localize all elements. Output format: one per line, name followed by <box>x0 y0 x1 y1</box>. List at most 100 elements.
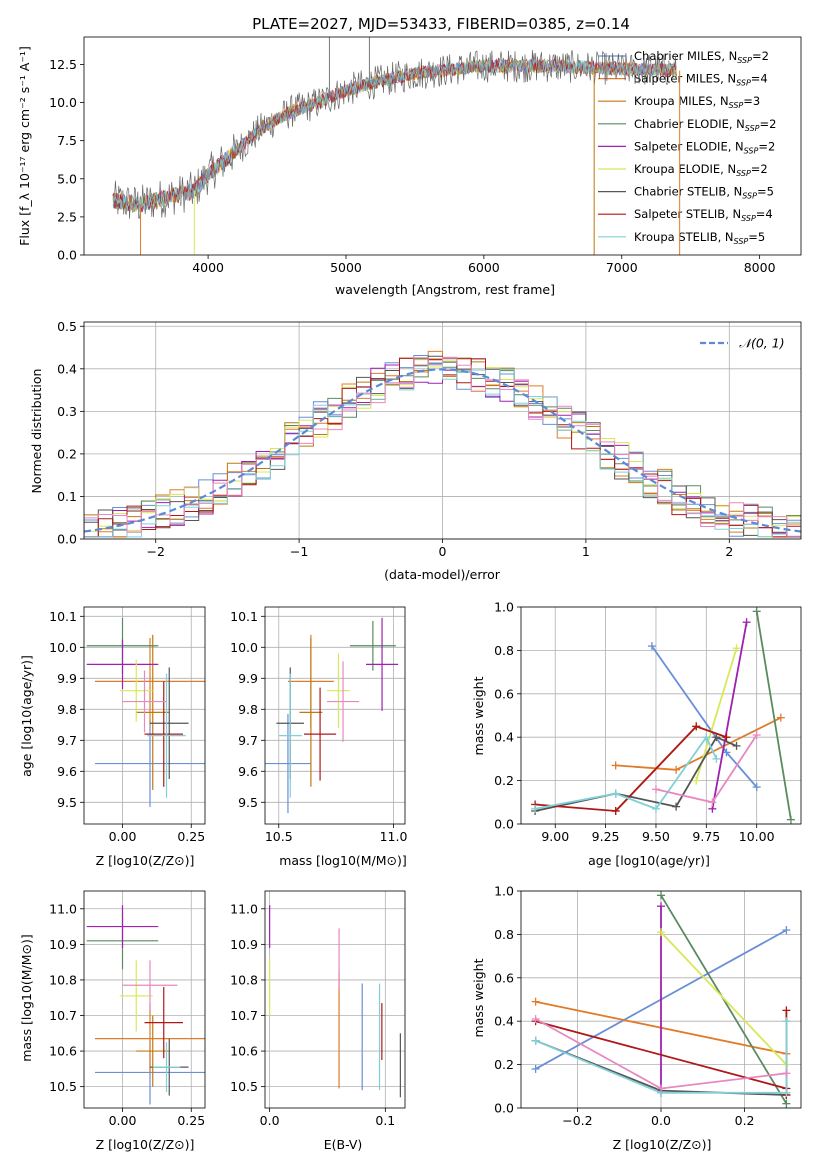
y-tick-label: 10.8 <box>49 972 77 987</box>
weight-z-lines <box>531 891 791 1108</box>
y-tick-label: 9.9 <box>57 671 77 686</box>
y-tick-label: 10.6 <box>230 1044 258 1059</box>
x-tick-label: 0.00 <box>109 829 137 844</box>
x-tick-label: 5000 <box>330 260 362 275</box>
histogram-legend: 𝒩(0, 1) <box>700 336 785 351</box>
x-tick-label: 9.75 <box>692 829 720 844</box>
hist-xlabel: (data-model)/error <box>384 567 501 582</box>
mass-ebv-panel: E(B-V) <box>324 1137 363 1152</box>
legend-subscript: SSP <box>729 101 744 110</box>
legend-subscript: SSP <box>744 146 759 155</box>
y-tick-label: 9.8 <box>57 702 77 717</box>
x-tick-label: 6000 <box>468 260 500 275</box>
x-tick-label: 0.0 <box>260 1113 280 1128</box>
age-mass-frame <box>264 606 406 825</box>
weight-line <box>755 611 792 820</box>
y-tick-label: 10.5 <box>49 1079 77 1094</box>
y-tick-label: 12.5 <box>49 57 77 72</box>
hist-frame <box>83 321 802 540</box>
legend-label: Kroupa ELODIE, NSSP=2 <box>634 162 768 178</box>
legend-value: =4 <box>751 72 768 86</box>
y-tick-label: 7.5 <box>57 133 77 148</box>
y-tick-label: 0.4 <box>494 730 514 745</box>
y-tick-label: 9.7 <box>238 733 258 748</box>
legend-subscript: SSP <box>742 192 757 201</box>
hist-steps <box>84 350 801 538</box>
y-tick-label: 5.0 <box>57 171 77 186</box>
weight-line <box>535 725 727 812</box>
legend-subscript: SSP <box>736 169 751 178</box>
y-tick-label: 0.6 <box>494 686 514 701</box>
massebv-xlabel: E(B-V) <box>324 1137 363 1152</box>
y-tick-label: 10.0 <box>230 640 258 655</box>
weight-age-panel: age [log10(age/yr)] mass weight <box>471 676 710 868</box>
legend-value: =2 <box>752 49 769 63</box>
x-tick-label: 0.0 <box>651 1113 671 1128</box>
weight-line <box>711 622 748 809</box>
y-tick-label: 9.5 <box>238 795 258 810</box>
y-tick-label: 0.0 <box>494 817 514 832</box>
x-tick-label: −1 <box>290 544 308 559</box>
x-tick-label: 9.50 <box>642 829 670 844</box>
legend-value: =2 <box>760 117 777 131</box>
age-z-panel: Z [log10(Z/Z⊙)] age [log10(age/yr)] <box>19 655 194 868</box>
y-tick-label: 9.7 <box>57 733 77 748</box>
y-tick-label: 1.0 <box>494 600 514 615</box>
x-tick-label: 2 <box>725 544 733 559</box>
weight-z-panel: Z [log10(Z/Z⊙)] mass weight <box>471 958 711 1152</box>
age-mass-panel: mass [log10(M/M⊙)] <box>279 853 407 868</box>
spectrum-axes: 4000 5000 6000 7000 8000 0.0 2.5 5.0 7.5 10.0 12.5 <box>49 57 775 275</box>
x-tick-label: 0.25 <box>177 1113 205 1128</box>
mass-z-axes: 0.00 0.25 10.5 10.6 10.7 10.8 10.9 11.0 <box>49 891 205 1128</box>
agez-xlabel: Z [log10(Z/Z⊙)] <box>96 853 195 868</box>
y-tick-label: 0.0 <box>57 532 77 547</box>
age-mass-axes: 10.5 11.0 9.5 9.6 9.7 9.8 9.9 10.0 10.1 <box>230 607 407 844</box>
spectrum-panel: wavelength [Angstrom, rest frame] Flux [… <box>17 46 555 297</box>
legend-value: =5 <box>757 185 774 199</box>
y-tick-label: 0.4 <box>57 361 77 376</box>
legend-label: Salpeter STELIB, NSSP=4 <box>634 207 773 223</box>
x-tick-label: 11.0 <box>380 829 408 844</box>
y-tick-label: 10.9 <box>49 937 77 952</box>
y-tick-label: 10.8 <box>230 972 258 987</box>
legend-subscript: SSP <box>745 124 760 133</box>
y-tick-label: 2.5 <box>57 209 77 224</box>
mass-ebv-points <box>269 905 401 1098</box>
y-tick-label: 9.9 <box>238 671 258 686</box>
x-tick-label: 9.25 <box>592 829 620 844</box>
weightage-ylabel: mass weight <box>471 676 486 755</box>
age-z-points <box>86 617 205 807</box>
y-tick-label: 0.1 <box>57 489 77 504</box>
massz-ylabel: mass [log10(M/M⊙)] <box>19 934 34 1062</box>
y-tick-label: 10.0 <box>49 640 77 655</box>
x-tick-label: −2 <box>146 544 164 559</box>
x-tick-label: 7000 <box>606 260 638 275</box>
x-tick-label: 8000 <box>744 260 776 275</box>
mass-ebv-axes: 0.0 0.1 10.5 10.6 10.7 10.8 10.9 11.0 <box>230 891 405 1128</box>
weightage-xlabel: age [log10(age/yr)] <box>588 853 710 868</box>
x-tick-label: 0.2 <box>735 1113 755 1128</box>
weightz-ylabel: mass weight <box>471 958 486 1037</box>
y-tick-label: 1.0 <box>494 884 514 899</box>
age-mass-points <box>265 617 399 814</box>
y-tick-label: 10.1 <box>49 609 77 624</box>
x-tick-label: 10.5 <box>265 829 293 844</box>
y-tick-label: 10.5 <box>230 1079 258 1094</box>
y-tick-label: 10.9 <box>230 937 258 952</box>
legend-value: =3 <box>743 94 760 108</box>
figure-title: PLATE=2027, MJD=53433, FIBERID=0385, z=0… <box>252 15 630 33</box>
legend-subscript: SSP <box>734 237 749 246</box>
x-tick-label: 1 <box>582 544 590 559</box>
y-tick-label: 0.0 <box>57 248 77 263</box>
legend-value: =2 <box>758 139 775 153</box>
y-tick-label: 0.2 <box>494 1057 514 1072</box>
weight-z-frame <box>520 890 802 1109</box>
x-tick-label: 0.1 <box>375 1113 395 1128</box>
legend-value: =5 <box>748 230 765 244</box>
hist-ylabel: Normed distribution <box>29 369 44 494</box>
legend-subscript: SSP <box>736 79 751 88</box>
mass-ebv-frame <box>264 890 406 1109</box>
y-tick-label: 9.6 <box>238 764 258 779</box>
